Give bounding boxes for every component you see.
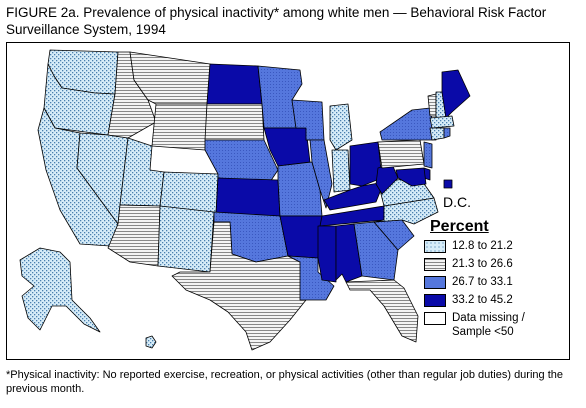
legend-label: 21.3 to 26.6 xyxy=(452,258,513,270)
footnote: *Physical inactivity: No reported exerci… xyxy=(6,369,563,395)
state-ct xyxy=(429,127,445,141)
figure-title: FIGURE 2a. Prevalence of physical inacti… xyxy=(6,5,547,37)
legend-swatch-dots xyxy=(424,240,446,253)
state-ut xyxy=(119,137,165,207)
legend-label: 26.7 to 33.1 xyxy=(452,276,513,288)
state-fl xyxy=(345,279,419,343)
state-nj xyxy=(423,141,433,169)
state-wy xyxy=(151,103,208,151)
legend-label: 33.2 to 45.2 xyxy=(452,294,513,306)
state-ga xyxy=(353,221,399,281)
state-nc xyxy=(373,197,439,225)
legend-swatch-lines xyxy=(424,258,446,271)
legend: Percent 12.8 to 21.2 21.3 to 26.6 26.7 t… xyxy=(424,218,569,341)
map-frame xyxy=(6,42,570,360)
state-in xyxy=(331,149,351,193)
dc-marker xyxy=(443,179,453,189)
state-ri xyxy=(443,127,451,139)
state-ak xyxy=(19,247,101,333)
state-nd xyxy=(206,63,263,105)
state-mi xyxy=(329,103,353,151)
legend-heading: Percent xyxy=(430,218,489,235)
state-oh xyxy=(349,141,383,187)
state-il xyxy=(305,139,333,209)
state-la xyxy=(287,255,335,301)
state-ky xyxy=(323,181,385,211)
legend-label: 12.8 to 21.2 xyxy=(452,240,513,252)
state-sd xyxy=(204,103,265,141)
legend-item: 12.8 to 21.2 xyxy=(424,239,569,257)
legend-swatch-medium xyxy=(424,276,446,289)
legend-item: 21.3 to 26.6 xyxy=(424,257,569,275)
state-ma xyxy=(429,115,455,129)
dc-label: D.C. xyxy=(443,194,471,210)
state-tx xyxy=(171,221,307,351)
state-nm xyxy=(157,205,215,273)
legend-swatch-dark xyxy=(424,294,446,307)
legend-item: 26.7 to 33.1 xyxy=(424,275,569,293)
legend-swatch-missing xyxy=(424,312,446,325)
legend-item: Data missing / Sample <50 xyxy=(424,311,569,341)
state-ms xyxy=(317,225,337,283)
state-ks xyxy=(215,177,281,217)
state-pa xyxy=(377,139,425,169)
legend-item: 33.2 to 45.2 xyxy=(424,293,569,311)
state-me xyxy=(441,69,471,119)
state-ny xyxy=(379,107,437,141)
legend-label: Data missing / Sample <50 xyxy=(452,312,525,338)
state-md xyxy=(395,167,427,187)
state-hi xyxy=(145,335,157,349)
